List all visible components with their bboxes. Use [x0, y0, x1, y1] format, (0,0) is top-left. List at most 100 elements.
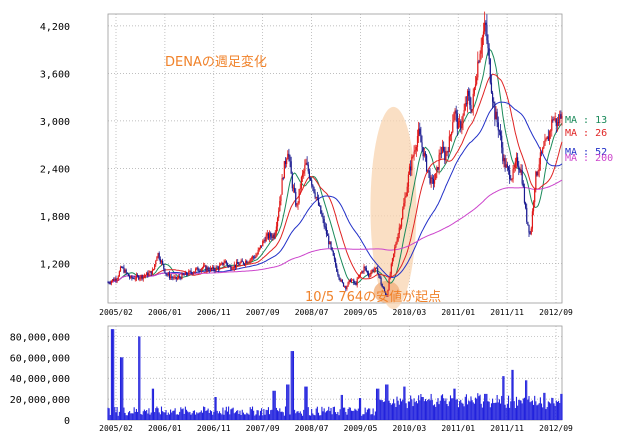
candle-body	[143, 276, 146, 277]
volume-bar	[490, 403, 493, 420]
candle-body	[291, 173, 293, 189]
price-x-tick-label: 2011/11	[490, 308, 524, 317]
candle-body	[357, 277, 359, 279]
candle-body	[209, 267, 212, 272]
candle-body	[314, 192, 316, 198]
candle-body	[404, 196, 406, 204]
volume-bar	[354, 408, 356, 420]
volume-bar	[488, 401, 490, 420]
candle-body	[363, 266, 365, 272]
volume-bar	[484, 393, 486, 420]
candle-body	[119, 267, 122, 272]
candle-body	[148, 272, 150, 276]
candle-body	[126, 272, 128, 274]
candle-body	[501, 135, 503, 148]
volume-bar	[382, 401, 384, 420]
candle-body	[520, 169, 522, 173]
candle-body	[482, 31, 485, 37]
price-x-tick-label: 2008/07	[295, 308, 329, 317]
volume-bar	[513, 401, 515, 420]
volume-bar	[249, 407, 251, 420]
candle-body	[237, 262, 239, 265]
candle-body	[383, 288, 386, 292]
candle-body	[342, 282, 345, 287]
volume-bar	[282, 412, 284, 420]
candle-body	[531, 211, 534, 229]
volume-bar	[340, 394, 342, 420]
candle-body	[339, 278, 341, 281]
volume-bar	[276, 410, 279, 420]
candle-body	[380, 278, 382, 285]
candle-body	[196, 267, 198, 269]
candle-body	[185, 272, 188, 275]
volume-bar	[453, 388, 455, 420]
volume-bar	[430, 393, 432, 420]
volume-bar	[203, 406, 205, 420]
candle-body	[349, 279, 351, 282]
volume-bar	[196, 412, 198, 420]
volume-bar	[291, 351, 293, 420]
volume-bar	[273, 390, 275, 420]
candle-body	[487, 40, 489, 49]
candle-body	[331, 247, 333, 251]
candle-body	[281, 178, 283, 195]
volume-bar	[454, 388, 456, 420]
volume-bar	[322, 411, 324, 420]
candle-body	[322, 216, 324, 219]
volume-bar	[381, 400, 383, 420]
volume-bar	[263, 409, 265, 420]
candle-body	[422, 146, 424, 157]
candle-body	[207, 267, 209, 271]
volume-bar	[275, 407, 277, 420]
candle-body	[543, 145, 545, 149]
candle-body	[264, 240, 266, 242]
volume-bar	[542, 407, 544, 420]
volume-bar	[448, 401, 450, 420]
volume-plot-frame	[107, 325, 563, 421]
volume-bar	[456, 399, 458, 420]
volume-bar	[284, 406, 287, 420]
price-x-tick-label: 2007/09	[246, 308, 280, 317]
volume-bar	[223, 414, 225, 420]
volume-bar	[154, 412, 156, 420]
volume-bar	[539, 397, 541, 420]
candle-body	[316, 197, 318, 199]
candle-body	[364, 266, 366, 268]
volume-bar	[459, 401, 461, 420]
candle-body	[154, 264, 156, 269]
volume-bar	[518, 399, 520, 420]
volume-bar	[375, 388, 378, 420]
volume-bar	[388, 400, 390, 420]
candle-body	[465, 103, 468, 105]
candle-body	[193, 271, 196, 273]
candle-body	[337, 271, 339, 275]
volume-bar	[156, 406, 158, 420]
volume-bar	[521, 403, 523, 420]
volume-bar	[247, 413, 249, 420]
volume-bar	[226, 411, 229, 420]
volume-bar	[206, 410, 208, 420]
volume-bar	[350, 410, 353, 420]
volume-bar	[457, 407, 460, 420]
candle-body	[130, 276, 132, 278]
volume-bar	[330, 408, 332, 420]
candle-body	[213, 266, 215, 270]
candle-body	[535, 171, 537, 189]
volume-bar	[228, 406, 230, 420]
volume-bar	[176, 414, 178, 420]
candle-body	[156, 256, 158, 261]
volume-bar	[434, 404, 436, 420]
candle-body	[155, 260, 157, 265]
price-y-tick-label: 4,200	[40, 22, 70, 33]
volume-bar	[296, 411, 298, 420]
volume-bar	[377, 388, 379, 420]
volume-bar	[371, 414, 373, 420]
candle-body	[160, 260, 163, 263]
volume-x-tick-label: 2006/01	[148, 424, 182, 433]
volume-x-tick-label: 2010/03	[392, 424, 426, 433]
volume-bar	[363, 414, 365, 420]
volume-bar	[338, 415, 340, 420]
candle-body	[470, 105, 472, 112]
candle-body	[360, 273, 362, 275]
volume-bar	[519, 400, 521, 420]
